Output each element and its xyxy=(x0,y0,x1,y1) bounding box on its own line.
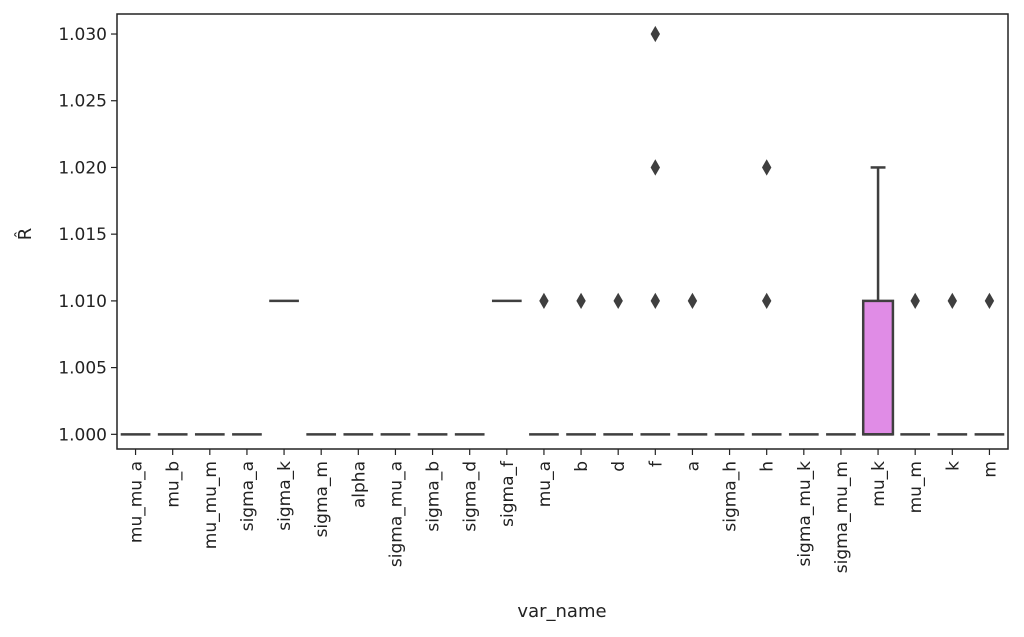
y-tick-label: 1.005 xyxy=(58,359,107,379)
box-mu_a xyxy=(529,292,559,436)
box-f xyxy=(640,25,671,436)
x-tick-label: mu_mu_m xyxy=(201,461,221,549)
x-tick-label: sigma_mu_m xyxy=(832,461,852,573)
x-tick-label: f xyxy=(646,460,666,467)
x-tick-label: mu_mu_a xyxy=(127,461,147,543)
box-a xyxy=(677,292,708,436)
x-axis-ticks: mu_mu_a mu_b mu_mu_m sigma_a sigma_k sigma_m a… xyxy=(127,449,1000,573)
x-tick-label: m xyxy=(980,461,1000,478)
box-mu_k xyxy=(861,166,895,436)
x-tick-label: alpha xyxy=(349,461,369,508)
box-b xyxy=(566,292,596,436)
outlier-point xyxy=(650,25,661,43)
y-tick-label: 1.025 xyxy=(58,92,107,112)
outlier-point xyxy=(650,292,661,310)
x-tick-label: mu_a xyxy=(535,461,555,507)
x-tick-label: sigma_h xyxy=(721,461,741,532)
box-d xyxy=(603,292,634,436)
x-tick-label: h xyxy=(758,461,778,472)
x-tick-label: sigma_m xyxy=(312,461,332,537)
box-mu_m xyxy=(900,292,931,436)
x-tick-label: mu_k xyxy=(869,461,889,507)
x-tick-label: sigma_k xyxy=(275,461,295,531)
x-tick-label: sigma_mu_k xyxy=(795,461,815,567)
x-tick-label: mu_b xyxy=(164,461,184,508)
boxes-layer xyxy=(120,25,1005,436)
outlier-point xyxy=(650,159,661,176)
y-axis-ticks: 1.000 1.005 1.010 1.015 1.020 1.025 1.030 xyxy=(58,25,117,445)
outlier-point xyxy=(984,292,995,310)
y-tick-label: 1.020 xyxy=(58,158,107,178)
x-tick-label: b xyxy=(572,461,592,472)
outlier-point xyxy=(539,292,549,310)
outlier-point xyxy=(910,292,920,310)
x-tick-label: sigma_mu_a xyxy=(386,461,406,567)
x-tick-label: a xyxy=(683,461,703,471)
y-tick-label: 1.010 xyxy=(58,292,107,312)
box-m xyxy=(974,292,1005,436)
outlier-point xyxy=(947,292,958,310)
outlier-point xyxy=(761,159,772,176)
box-h xyxy=(751,159,782,436)
y-tick-label: 1.015 xyxy=(58,225,107,245)
box-body xyxy=(861,299,895,436)
x-tick-label: mu_m xyxy=(906,461,926,513)
x-axis-label: var_name xyxy=(517,601,606,622)
plot-frame xyxy=(116,13,1009,450)
y-tick-label: 1.000 xyxy=(58,425,107,445)
outlier-point xyxy=(576,292,586,310)
y-tick-label: 1.030 xyxy=(58,25,107,45)
x-tick-label: d xyxy=(609,461,629,472)
outlier-point xyxy=(687,292,698,310)
outlier-point xyxy=(761,292,772,310)
outlier-point xyxy=(613,292,623,310)
box-k xyxy=(937,292,968,436)
x-tick-label: sigma_f xyxy=(498,460,518,527)
x-tick-label: sigma_d xyxy=(461,461,481,532)
y-axis-label: R̂ xyxy=(15,228,36,241)
x-tick-label: k xyxy=(943,461,963,471)
x-tick-label: sigma_a xyxy=(238,461,258,531)
x-tick-label: sigma_b xyxy=(424,461,444,532)
